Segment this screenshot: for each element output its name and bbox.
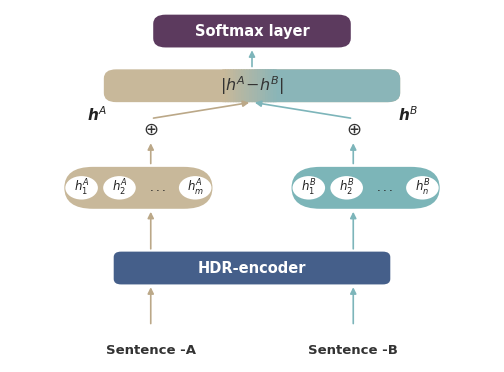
Text: $h_2^B$: $h_2^B$ xyxy=(339,178,354,198)
Text: $\boldsymbol{h}^B$: $\boldsymbol{h}^B$ xyxy=(398,106,417,124)
Text: Softmax layer: Softmax layer xyxy=(195,23,309,39)
FancyBboxPatch shape xyxy=(225,69,229,102)
FancyBboxPatch shape xyxy=(246,69,250,102)
FancyBboxPatch shape xyxy=(233,69,236,102)
FancyBboxPatch shape xyxy=(65,167,213,209)
FancyBboxPatch shape xyxy=(238,69,242,102)
FancyBboxPatch shape xyxy=(153,15,351,48)
FancyBboxPatch shape xyxy=(249,69,253,102)
FancyBboxPatch shape xyxy=(257,69,261,102)
Text: $\boldsymbol{h}^A$: $\boldsymbol{h}^A$ xyxy=(87,106,106,124)
Ellipse shape xyxy=(103,176,136,199)
Ellipse shape xyxy=(292,176,325,199)
Text: $...$: $...$ xyxy=(376,181,393,194)
Text: $\oplus$: $\oplus$ xyxy=(143,121,158,138)
FancyBboxPatch shape xyxy=(251,69,255,102)
FancyBboxPatch shape xyxy=(114,251,390,285)
Text: Sentence -A: Sentence -A xyxy=(106,344,196,356)
FancyBboxPatch shape xyxy=(244,69,247,102)
Ellipse shape xyxy=(179,176,212,199)
FancyBboxPatch shape xyxy=(265,69,269,102)
FancyBboxPatch shape xyxy=(246,69,400,102)
FancyBboxPatch shape xyxy=(222,69,226,102)
FancyBboxPatch shape xyxy=(291,167,439,209)
Ellipse shape xyxy=(66,176,98,199)
FancyBboxPatch shape xyxy=(104,69,400,102)
Text: $|h^A\!-\!h^B|$: $|h^A\!-\!h^B|$ xyxy=(220,74,284,97)
FancyBboxPatch shape xyxy=(263,69,266,102)
Ellipse shape xyxy=(406,176,438,199)
Text: $\oplus$: $\oplus$ xyxy=(346,121,361,138)
Text: $h_m^A$: $h_m^A$ xyxy=(187,178,204,198)
Text: $h_n^B$: $h_n^B$ xyxy=(415,178,430,198)
Text: $h_1^B$: $h_1^B$ xyxy=(301,178,317,198)
FancyBboxPatch shape xyxy=(260,69,263,102)
FancyBboxPatch shape xyxy=(230,69,234,102)
FancyBboxPatch shape xyxy=(273,69,277,102)
Text: $h_2^A$: $h_2^A$ xyxy=(112,178,127,198)
FancyBboxPatch shape xyxy=(268,69,271,102)
FancyBboxPatch shape xyxy=(241,69,244,102)
Text: Sentence -B: Sentence -B xyxy=(308,344,398,356)
FancyBboxPatch shape xyxy=(255,69,258,102)
FancyBboxPatch shape xyxy=(270,69,274,102)
Text: HDR-encoder: HDR-encoder xyxy=(198,260,306,276)
FancyBboxPatch shape xyxy=(228,69,231,102)
FancyBboxPatch shape xyxy=(236,69,239,102)
Ellipse shape xyxy=(330,176,363,199)
Text: $...$: $...$ xyxy=(149,181,166,194)
Text: $h_1^A$: $h_1^A$ xyxy=(74,178,89,198)
